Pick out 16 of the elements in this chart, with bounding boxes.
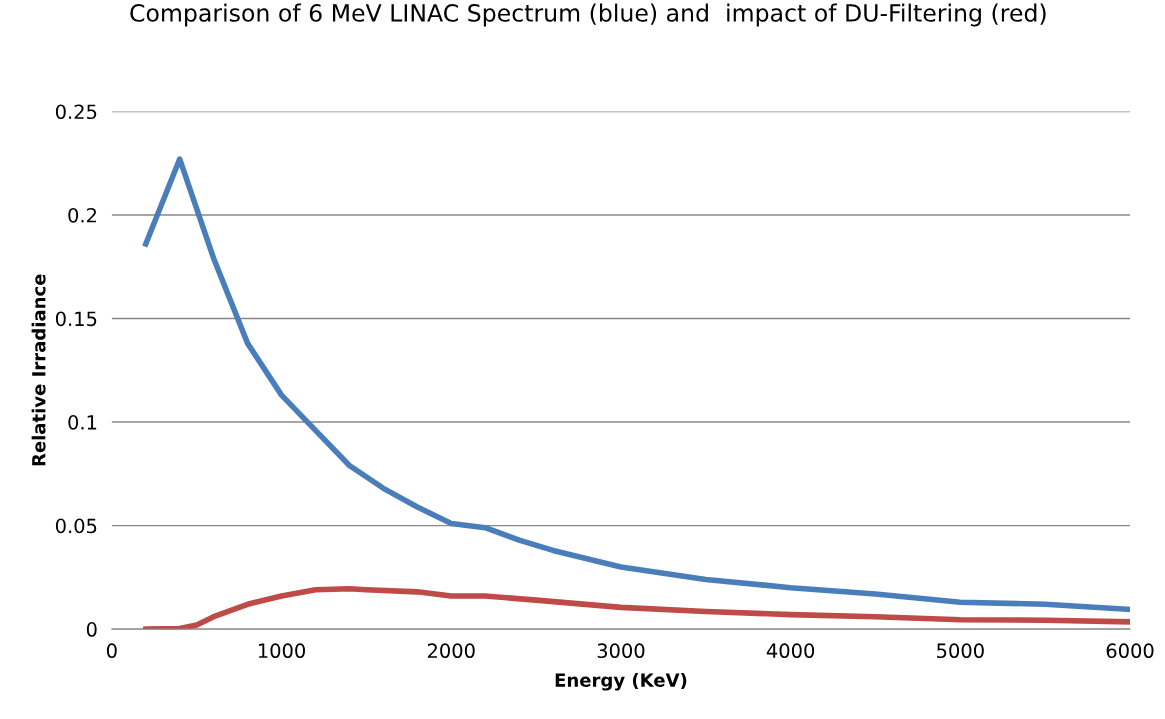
x-tick-label: 0: [106, 643, 117, 659]
x-tick-label: 2000: [427, 643, 475, 659]
x-tick-label: 5000: [937, 643, 984, 659]
y-axis-title: Relative Irradiance: [31, 274, 46, 466]
y-tick-label: 0: [86, 622, 97, 637]
y-tick-label: 0.25: [55, 104, 97, 120]
x-tick-label: 6000: [1106, 643, 1154, 659]
y-tick-label: 0.15: [55, 311, 97, 327]
y-tick-label: 0.05: [55, 518, 97, 534]
y-tick-label: 0.2: [68, 207, 96, 223]
x-axis-title: Energy (KeV): [555, 672, 687, 691]
x-tick-label: 1000: [258, 643, 305, 659]
x-tick-label: 3000: [597, 643, 645, 659]
y-tick-label: 0.1: [68, 415, 97, 430]
x-tick-label: 4000: [766, 643, 815, 659]
chart-title: Comparison of 6 MeV LINAC Spectrum (blue) and impact of DU-Filtering (red): [130, 3, 1046, 27]
